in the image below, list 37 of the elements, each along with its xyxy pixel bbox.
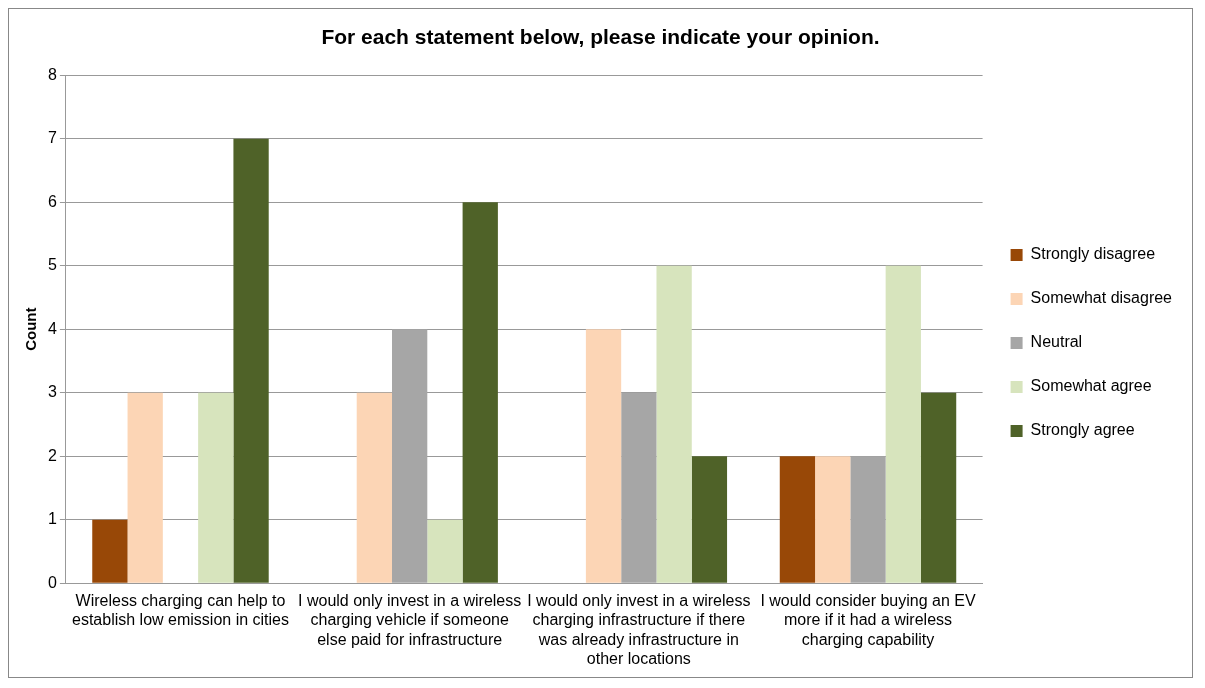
- bar: [691, 456, 728, 583]
- y-tick-label: 2: [47, 446, 57, 464]
- bar: [656, 265, 692, 583]
- y-tick-label: 1: [47, 510, 57, 528]
- bar: [779, 456, 816, 583]
- bar: [392, 329, 428, 583]
- bar: [621, 392, 657, 583]
- legend-label: Somewhat disagree: [1030, 289, 1173, 307]
- legend-label: Strongly agree: [1030, 421, 1135, 439]
- bar: [127, 392, 163, 583]
- y-tick-label: 6: [47, 192, 57, 210]
- x-tick-label: I would consider buying an EV more if it had a wireless charging capability: [760, 592, 976, 648]
- y-tick-label: 5: [47, 256, 57, 274]
- y-tick-label: 0: [47, 573, 57, 591]
- x-tick-label: I would only invest in a wireless charging infrastructure if there was already infrastructure in other locations: [527, 592, 751, 667]
- legend-label: Neutral: [1030, 333, 1083, 351]
- y-axis-title: Count: [22, 307, 40, 351]
- y-tick-label: 8: [47, 65, 57, 83]
- y-tick-label: 7: [47, 129, 57, 147]
- bar: [427, 519, 463, 583]
- bar: [356, 392, 393, 583]
- bar: [462, 202, 498, 583]
- y-tick-label: 4: [47, 319, 57, 337]
- bar: [233, 138, 269, 583]
- x-tick-label: Wireless charging can help to establish low emission in cities: [71, 592, 289, 629]
- bar: [885, 265, 921, 583]
- legend-label: Somewhat agree: [1030, 377, 1152, 395]
- bar: [815, 456, 851, 583]
- legend-label: Strongly disagree: [1030, 245, 1156, 263]
- bar: [850, 456, 886, 583]
- bar: [585, 329, 622, 583]
- bar: [198, 392, 234, 583]
- chart-title: For each statement below, please indicate your opinion.: [321, 25, 880, 49]
- bar: [920, 392, 957, 583]
- x-tick-label: I would only invest in a wireless charging vehicle if someone else paid for infrastructure: [298, 592, 522, 648]
- y-tick-label: 3: [47, 383, 57, 401]
- bar: [92, 519, 128, 583]
